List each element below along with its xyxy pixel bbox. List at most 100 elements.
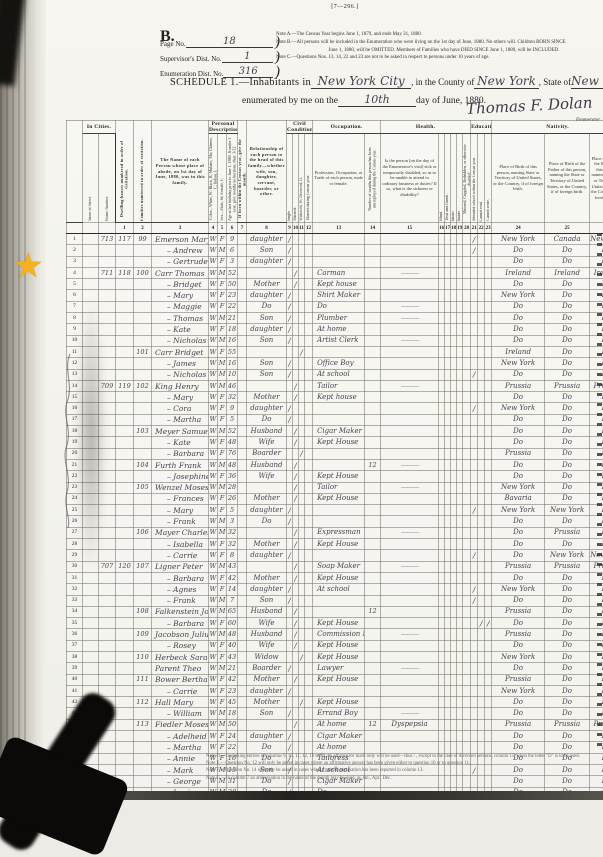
cell-bf: Do	[545, 279, 590, 290]
cell-un	[365, 595, 381, 606]
cell-sick	[381, 697, 439, 708]
cell-c: W	[209, 776, 218, 787]
cell-c: W	[209, 731, 218, 742]
cell-age: 21	[227, 663, 238, 674]
cell-mo	[238, 753, 247, 764]
cell-un	[365, 245, 381, 256]
cell-mc	[305, 245, 313, 256]
cell-name: – Mary	[152, 505, 209, 516]
cell-dw	[116, 731, 134, 742]
cell-mm	[463, 505, 471, 516]
cell-bf: Do	[545, 471, 590, 482]
cell-cw	[485, 358, 492, 369]
cell-mm	[463, 279, 471, 290]
highlight-star-icon[interactable]: ★	[13, 250, 43, 284]
cell-fm	[134, 618, 152, 629]
cell-fm	[134, 358, 152, 369]
cell-c: W	[209, 764, 218, 775]
cell-sch	[471, 256, 478, 267]
cell-mm	[463, 290, 471, 301]
cell-sick: ———	[381, 335, 439, 346]
cell-bf: Do	[545, 674, 590, 685]
cell-age: 43	[227, 561, 238, 572]
cell-no: 3	[67, 256, 83, 267]
cell-sch: /	[471, 234, 478, 245]
cell-un	[365, 290, 381, 301]
column-header-c: Color—White, W; Black, B; Mulatto, Mu; C…	[209, 134, 218, 223]
cell-fm	[134, 493, 152, 504]
cell-mc	[305, 437, 313, 448]
page-number-label: Page No.	[160, 40, 186, 48]
cell-bp: Do	[492, 369, 545, 380]
enumerated-prefix: enumerated by me on the	[242, 96, 338, 106]
cell-occ: Tailor	[313, 482, 365, 493]
cell-mo	[238, 369, 247, 380]
form-number: [7—296.]	[305, 4, 385, 10]
cell-age: 32	[227, 527, 238, 538]
cell-un	[365, 527, 381, 538]
cell-mm	[463, 346, 471, 357]
cell-rel: Mother	[247, 493, 287, 504]
cell-cr	[478, 358, 485, 369]
cell-street	[83, 279, 99, 290]
cell-fm: 102	[134, 380, 152, 391]
cell-mm	[463, 697, 471, 708]
cell-bp: New York	[492, 685, 545, 696]
cell-s: F	[218, 539, 227, 550]
cell-sch	[471, 606, 478, 617]
cell-bf: Do	[545, 414, 590, 425]
cell-mo	[238, 301, 247, 312]
cell-cw	[485, 584, 492, 595]
cell-house: 713	[99, 234, 116, 245]
cell-no: 32	[67, 584, 83, 595]
cell-un	[365, 437, 381, 448]
cell-mo	[238, 493, 247, 504]
cell-fm	[134, 256, 152, 267]
cell-bf: Prussia	[545, 380, 590, 391]
cell-mc	[305, 674, 313, 685]
column-number-sick: 15	[381, 223, 439, 234]
cell-occ: Kept House	[313, 493, 365, 504]
cell-c: W	[209, 358, 218, 369]
cell-cr	[478, 482, 485, 493]
column-number-mo: 7	[238, 223, 247, 234]
cell-fm	[134, 550, 152, 561]
cell-bp: Do	[492, 256, 545, 267]
cell-cr	[478, 640, 485, 651]
cell-bf: Do	[545, 572, 590, 583]
cell-name: Hall Mary	[152, 697, 209, 708]
cell-occ	[313, 256, 365, 267]
cell-mm	[463, 651, 471, 662]
cell-cr	[478, 572, 485, 583]
cell-fm	[134, 505, 152, 516]
cell-s: F	[218, 448, 227, 459]
cell-bf: Do	[545, 493, 590, 504]
column-header-cr: Cannot read.	[478, 134, 485, 223]
cell-mo	[238, 764, 247, 775]
cell-name: – Annie	[152, 753, 209, 764]
column-header-rel: Relationship of each person to the head …	[247, 121, 287, 223]
cell-un	[365, 313, 381, 324]
cell-occ: Kept house	[313, 392, 365, 403]
cell-cr	[478, 324, 485, 335]
cell-un	[365, 392, 381, 403]
enumeration-day-handwritten: 10th	[338, 93, 416, 107]
cell-street	[83, 663, 99, 674]
cell-cw	[485, 719, 492, 730]
cell-mo	[238, 245, 247, 256]
cell-rel: Son	[247, 595, 287, 606]
cell-sick	[381, 764, 439, 775]
cell-rel: Mother	[247, 392, 287, 403]
cell-age: 18	[227, 708, 238, 719]
column-number-rel: 8	[247, 223, 287, 234]
cell-dw	[116, 595, 134, 606]
cell-mc	[305, 324, 313, 335]
cell-rel: Wife	[247, 437, 287, 448]
cell-mm	[463, 324, 471, 335]
